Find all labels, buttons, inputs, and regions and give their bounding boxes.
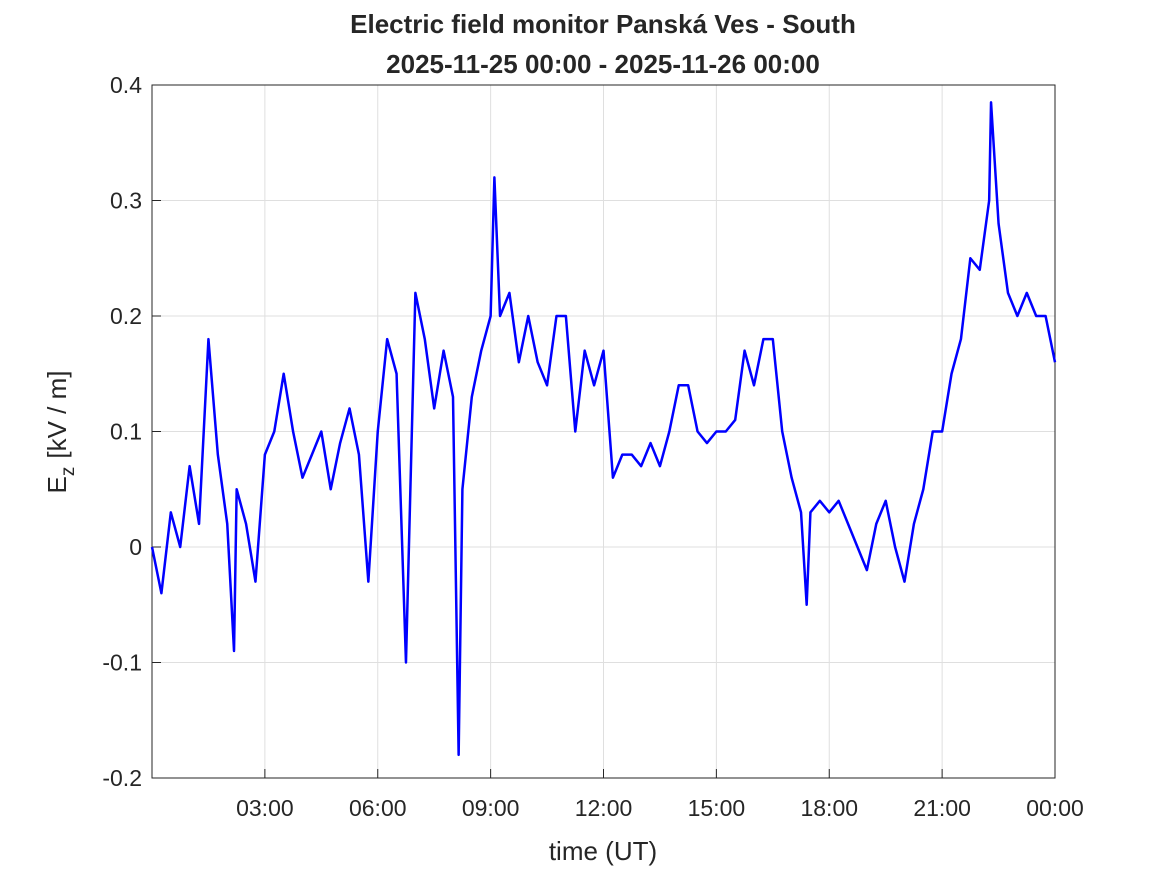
chart-title: Electric field monitor Panská Ves - Sout… <box>350 9 856 39</box>
y-tick-label: 0 <box>129 534 142 560</box>
x-tick-label: 15:00 <box>688 795 746 821</box>
y-tick-label: -0.1 <box>102 650 142 676</box>
y-tick-label: 0.1 <box>110 419 142 445</box>
chart-subtitle: 2025-11-25 00:00 - 2025-11-26 00:00 <box>386 49 820 79</box>
x-tick-label: 18:00 <box>800 795 858 821</box>
x-tick-label: 09:00 <box>462 795 520 821</box>
data-line <box>150 101 1057 757</box>
y-axis-label-sub: z <box>58 467 79 477</box>
y-axis-label-unit: [kV / m] <box>42 371 72 459</box>
plot-frame <box>151 84 1056 779</box>
x-axis-label: time (UT) <box>549 836 657 866</box>
y-axis-label: Ez [kV / m] <box>42 371 79 494</box>
y-tick-label: 0.4 <box>110 72 142 98</box>
y-tick-label: 0.3 <box>110 188 142 214</box>
x-tick-label: 06:00 <box>349 795 407 821</box>
y-tick-label: -0.2 <box>102 765 142 791</box>
y-axis-label-main: E <box>42 476 72 493</box>
x-tick-label: 03:00 <box>236 795 294 821</box>
x-tick-label: 12:00 <box>575 795 633 821</box>
x-tick-label: 21:00 <box>913 795 971 821</box>
y-tick-label: 0.2 <box>110 303 142 329</box>
x-tick-label: 00:00 <box>1026 795 1084 821</box>
